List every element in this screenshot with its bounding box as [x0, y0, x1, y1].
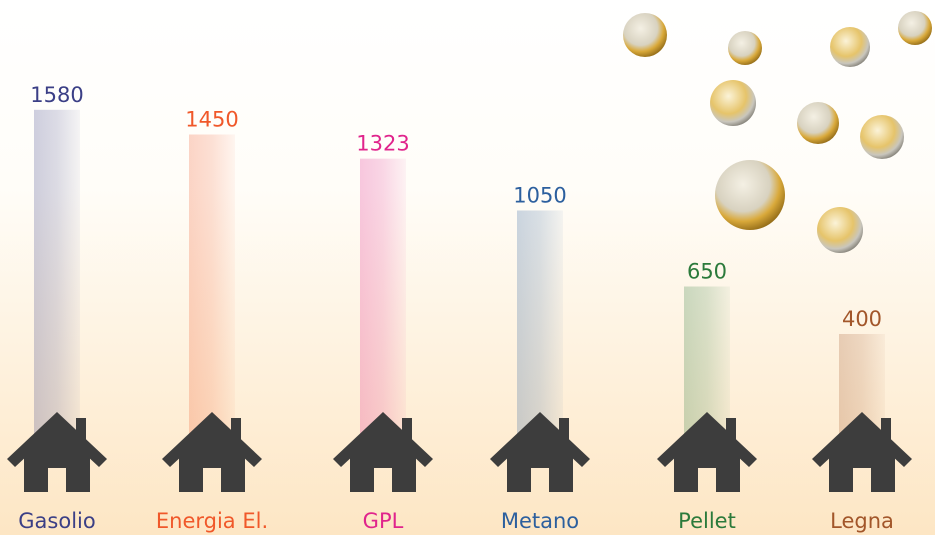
coin — [715, 160, 785, 230]
coin — [817, 207, 863, 253]
category-label: Metano — [501, 509, 579, 533]
category-label: GPL — [363, 509, 404, 533]
bar — [34, 110, 80, 435]
coin — [728, 31, 762, 65]
category-label: Energia El. — [156, 509, 268, 533]
coin — [797, 102, 839, 144]
category-label: Gasolio — [18, 509, 95, 533]
bar — [189, 135, 235, 436]
value-label: 400 — [842, 307, 882, 331]
category-label: Legna — [830, 509, 894, 533]
coin — [898, 11, 932, 45]
value-label: 1580 — [30, 83, 83, 107]
coin — [860, 115, 904, 159]
category-label: Pellet — [678, 509, 736, 533]
value-label: 650 — [687, 260, 727, 284]
value-label: 1050 — [513, 184, 566, 208]
coin — [623, 13, 667, 57]
coin — [710, 80, 756, 126]
page: 1580 Gasolio 1450 Energia El. 1323 GPL 1050 Met… — [0, 0, 935, 535]
bar — [517, 211, 563, 436]
background — [0, 0, 935, 535]
coin — [830, 27, 870, 67]
value-label: 1323 — [356, 132, 409, 156]
value-label: 1450 — [185, 108, 238, 132]
bar — [360, 159, 406, 435]
chart: 1580 Gasolio 1450 Energia El. 1323 GPL 1050 Met… — [0, 0, 935, 535]
